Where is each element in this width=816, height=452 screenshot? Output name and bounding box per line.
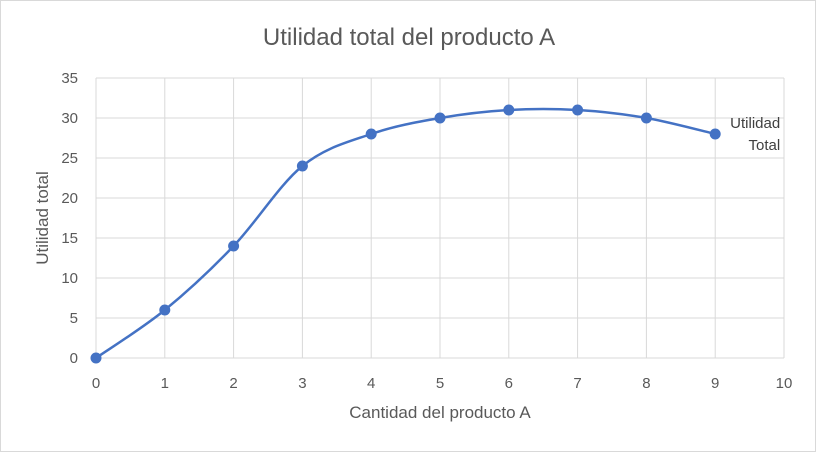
tick-labels: 0 1 2 3 4 5 6 7 8 9 10 0 5 10 15 20 25 30 35 — [61, 70, 792, 392]
series-layer: Utilidad Total — [90, 104, 780, 364]
x-axis-title: Cantidad del producto A — [349, 403, 531, 422]
data-point — [434, 112, 446, 124]
data-point — [228, 240, 240, 252]
y-tick-label: 30 — [61, 110, 78, 127]
data-point — [572, 104, 584, 116]
data-point — [709, 128, 721, 140]
y-tick-label: 20 — [61, 190, 78, 207]
y-tick-label: 35 — [61, 70, 78, 87]
series-label: Utilidad Total — [730, 115, 780, 154]
x-tick-label: 2 — [229, 375, 237, 392]
x-tick-label: 3 — [298, 375, 306, 392]
y-tick-label: 0 — [70, 350, 78, 367]
x-tick-label: 8 — [642, 375, 650, 392]
x-tick-label: 1 — [161, 375, 169, 392]
chart-title: Utilidad total del producto A — [263, 24, 555, 51]
x-tick-label: 4 — [367, 375, 375, 392]
x-tick-label: 7 — [573, 375, 581, 392]
y-tick-label: 15 — [61, 230, 78, 247]
x-tick-label: 0 — [92, 375, 100, 392]
data-point — [90, 352, 102, 364]
x-tick-label: 6 — [505, 375, 513, 392]
x-tick-label: 10 — [776, 375, 793, 392]
y-tick-label: 5 — [70, 310, 78, 327]
series-line — [94, 107, 717, 360]
data-point — [159, 304, 171, 316]
series-label-line: Utilidad — [730, 115, 780, 132]
data-point — [296, 160, 308, 172]
y-tick-label: 10 — [61, 270, 78, 287]
data-point — [640, 112, 652, 124]
y-axis-title: Utilidad total — [33, 171, 52, 265]
axes — [95, 78, 784, 359]
y-tick-label: 25 — [61, 150, 78, 167]
x-tick-label: 9 — [711, 375, 719, 392]
series-label-line: Total — [749, 137, 781, 154]
data-point — [503, 104, 515, 116]
data-point — [365, 128, 377, 140]
x-tick-label: 5 — [436, 375, 444, 392]
